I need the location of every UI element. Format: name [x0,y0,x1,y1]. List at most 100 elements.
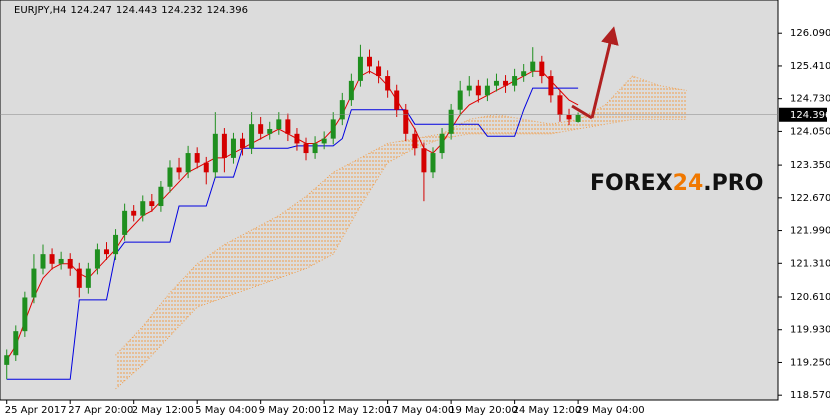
candle-body [149,201,155,207]
candle-body [285,119,291,134]
ohlc-value: 124.232 [161,5,202,16]
candle-body [221,133,227,158]
y-tick-label: 118.570 [790,390,830,401]
x-tick-label: 25 Apr 2017 [5,405,67,416]
candle-body [548,76,554,96]
candle-body [512,76,518,86]
candle-body [240,138,246,149]
watermark-part: .PRO [703,171,763,196]
candle-body [122,210,128,235]
candle-body [403,109,409,134]
candle-body [348,80,354,101]
ohlc-value: 124.247 [71,5,112,16]
candle-body [267,129,273,134]
candle-body [212,133,218,173]
candle-body [439,133,445,154]
candle-body [521,71,527,77]
candle-body [13,331,19,356]
candle-body [258,124,264,134]
header: EURJPY,H4 124.247 124.443 124.232 124.396 [14,5,248,16]
candle-body [557,95,563,115]
candle-body [158,186,164,207]
candle-body [530,61,536,72]
x-tick-label: 24 May 12:00 [513,405,582,416]
candle-body [484,85,490,96]
candle-body [448,109,454,134]
candle-body [176,167,182,173]
x-tick-label: 27 Apr 20:00 [68,405,133,416]
candle-body [376,66,382,77]
candle-body [466,85,472,91]
candle-body [230,138,236,158]
candle-body [367,56,373,67]
indicator-line [6,87,579,380]
candle-body [113,234,119,255]
candle-body [385,76,391,91]
symbol: EURJPY,H4 [14,5,67,16]
candle-body [194,153,200,163]
plot-area [0,0,779,401]
candle-body [203,162,209,173]
y-tick-label: 121.990 [790,226,830,237]
candle-body [339,100,345,120]
candle-body [312,143,318,154]
x-tick-label: 17 May 04:00 [386,405,455,416]
y-tick-label: 120.610 [790,292,830,303]
cloud-fill [115,76,687,389]
candle-body [185,153,191,173]
candle-body [357,56,363,81]
candle-body [49,254,55,264]
candle-body [76,268,82,288]
y-tick-label: 122.670 [790,193,830,204]
last-price-label: 124.396 [790,110,830,121]
candle-body [31,268,37,298]
candle-body [539,61,545,77]
candle-body [22,297,28,332]
watermark-part: FOREX [590,171,673,196]
candle-body [94,249,100,269]
candle-body [430,153,436,173]
candle-body [67,258,73,269]
y-tick-label: 126.090 [790,28,830,39]
candle-body [566,114,572,120]
candle-body [303,143,309,154]
candle-body [4,355,10,365]
x-tick-label: 12 May 12:00 [322,405,391,416]
candle-body [294,133,300,144]
candle-body [85,268,91,288]
forecast-arrow [590,26,619,119]
watermark-part: 24 [673,171,704,196]
indicator-line [6,70,579,361]
ohlc-value: 124.443 [116,5,157,16]
candle-body [321,138,327,144]
candle-body [167,167,173,187]
y-tick-label: 124.730 [790,94,830,105]
candle-body [140,201,146,216]
candle-body [103,249,109,255]
candle-body [457,90,463,110]
y-tick-label: 121.310 [790,258,830,269]
candle-body [503,80,509,86]
candle-body [421,148,427,173]
y-tick-label: 119.930 [790,325,830,336]
y-tick-label: 124.050 [790,126,830,137]
plot-layer [0,44,778,390]
candle-body [58,258,64,264]
y-tick-label: 123.350 [790,160,830,171]
candle-body [131,210,137,216]
x-tick-label: 9 May 20:00 [259,405,321,416]
candle-body [394,90,400,110]
ohlc-value: 124.396 [207,5,248,16]
last-price-box [779,107,827,122]
candle-body [330,119,336,139]
y-tick-label: 119.250 [790,357,830,368]
candle-body [276,119,282,130]
candle-body [40,254,46,269]
forecast-arrow-base [571,104,593,120]
x-tick-label: 2 May 12:00 [132,405,194,416]
x-tick-label: 5 May 04:00 [195,405,257,416]
x-tick-label: 29 May 04:00 [576,405,645,416]
candle-body [575,114,581,122]
candle-body [475,85,481,96]
